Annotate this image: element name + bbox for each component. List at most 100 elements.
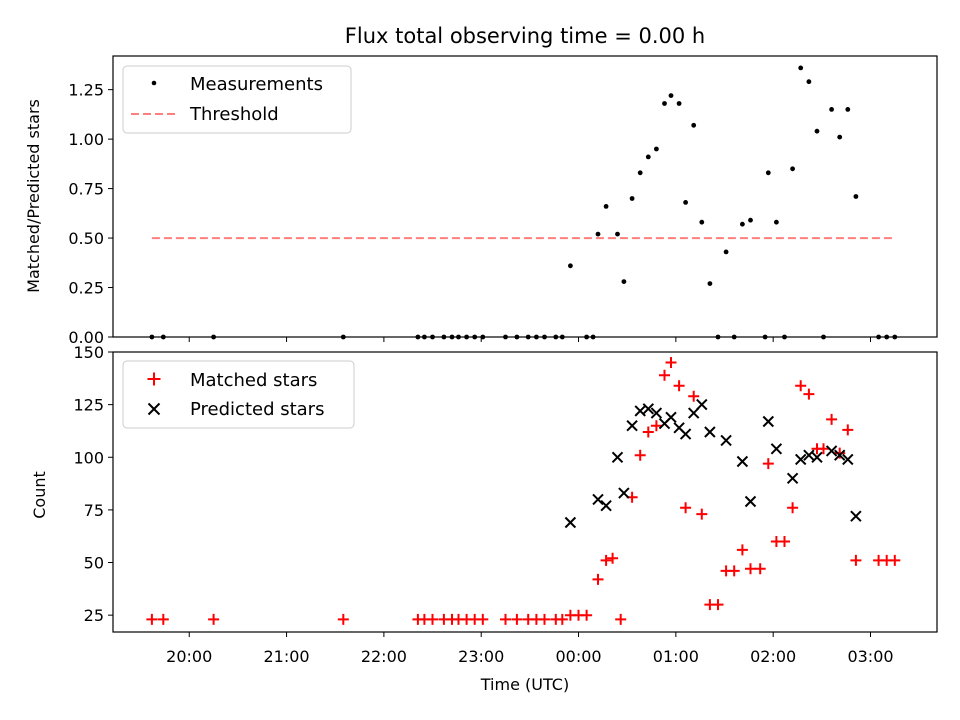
bottom-x-axis-ticks: 20:00 21:00 22:00 23:00 00:00 01:00 02:00 03:00 — [166, 632, 894, 666]
matched-star-point — [680, 502, 692, 514]
measurement-point — [683, 200, 688, 205]
measurement-point — [765, 170, 771, 176]
x-tick-label: 20:00 — [166, 647, 212, 666]
x-tick-label: 21:00 — [264, 647, 310, 666]
measurements-series — [149, 65, 898, 340]
matched-star-point — [427, 613, 438, 625]
predicted-star-point — [611, 451, 624, 464]
bottom-legend: Matched stars Predicted stars — [122, 360, 355, 429]
bottom-y-tick-label: 150 — [73, 343, 104, 362]
predicted-star-point — [825, 445, 838, 457]
measurement-point — [806, 79, 812, 85]
matched-star-point — [826, 413, 838, 425]
predicted-star-point — [842, 453, 854, 466]
top-plot-frame — [112, 55, 938, 338]
predicted-star-point — [626, 419, 638, 432]
matched-star-point — [889, 554, 901, 566]
legend-threshold-label: Threshold — [189, 104, 279, 125]
predicted-star-point — [762, 415, 775, 428]
matched-star-point — [688, 390, 700, 402]
measurement-point — [740, 221, 745, 227]
measurement-point — [629, 196, 635, 201]
x-tick-label: 00:00 — [555, 647, 601, 666]
matched-star-point — [736, 544, 748, 556]
predicted-star-point — [600, 499, 612, 512]
matched-star-point — [842, 424, 854, 436]
matched-star-point — [634, 449, 646, 461]
matched-star-point — [795, 380, 807, 392]
measurement-point — [853, 194, 859, 199]
top-legend-box — [122, 65, 352, 134]
bottom-y-axis-label: Count — [30, 471, 49, 519]
measurement-point — [621, 279, 627, 284]
x-tick-label: 22:00 — [361, 647, 407, 666]
matched-star-point — [337, 613, 349, 625]
measurement-point — [691, 122, 697, 128]
predicted-star-point — [642, 403, 655, 415]
x-tick-label: 03:00 — [847, 647, 893, 666]
matched-star-point — [745, 563, 756, 575]
top-chart-title: Flux total observing time = 0.00 h — [345, 24, 705, 48]
measurement-point — [654, 146, 659, 152]
predicted-star-point — [770, 443, 783, 455]
predicted-star-point — [720, 434, 732, 447]
matched-star-point — [581, 609, 593, 621]
top-y-axis-ticks: 0.00 0.25 0.50 0.75 1.00 1.25 — [68, 81, 113, 347]
measurement-point — [699, 219, 705, 225]
matched-star-point — [511, 613, 523, 625]
top-x-axis-ticks — [188, 337, 871, 342]
x-tick-label: 02:00 — [750, 647, 796, 666]
matched-star-point — [728, 565, 740, 577]
measurement-point — [845, 107, 851, 112]
legend-predicted-label: Predicted stars — [190, 399, 324, 420]
matched-star-point — [607, 552, 619, 564]
measurement-point — [829, 107, 834, 112]
top-y-axis-label: Matched/Predicted stars — [24, 99, 43, 293]
matched-star-point — [665, 357, 677, 368]
top-y-tick-label: 0.75 — [68, 180, 104, 199]
predicted-star-point — [634, 405, 646, 417]
measurement-point — [837, 134, 843, 140]
measurement-point — [723, 249, 729, 255]
predicted-star-point — [679, 428, 692, 440]
top-panel: Flux total observing time = 0.00 h Match… — [24, 24, 938, 347]
legend-matched-label: Matched stars — [190, 370, 317, 391]
measurement-point — [662, 101, 667, 106]
matched-star-point — [539, 613, 550, 625]
bottom-y-tick-label: 75 — [84, 501, 104, 520]
measurement-point — [748, 217, 753, 223]
matched-stars-series — [146, 357, 901, 625]
x-tick-label: 01:00 — [653, 647, 699, 666]
matched-star-point — [696, 508, 708, 520]
x-axis-label: Time (UTC) — [480, 675, 569, 694]
measurements-legend-marker — [151, 80, 157, 86]
measurement-point — [814, 128, 820, 134]
predicted-star-point — [650, 407, 663, 419]
matched-star-point — [754, 563, 766, 575]
predicted-star-point — [736, 455, 749, 468]
matched-star-point — [208, 613, 220, 625]
matched-star-point — [500, 613, 511, 625]
predicted-star-point — [592, 493, 604, 506]
legend-measurements-label: Measurements — [190, 74, 323, 95]
measurement-point — [798, 65, 804, 71]
predicted-star-point — [564, 516, 577, 529]
bottom-plot-frame — [112, 351, 938, 633]
measurement-point — [637, 170, 643, 176]
predicted-star-point — [794, 453, 807, 466]
top-y-tick-label: 0.50 — [68, 229, 104, 248]
matched-star-point — [146, 613, 158, 625]
predicted-star-point — [850, 510, 862, 522]
measurement-point — [595, 231, 601, 237]
top-y-tick-label: 1.00 — [68, 130, 104, 149]
top-y-tick-label: 0.00 — [68, 328, 104, 347]
matched-star-point — [834, 447, 846, 459]
matched-star-point — [779, 536, 790, 547]
matched-star-point — [556, 613, 568, 625]
predicted-legend-marker — [147, 402, 161, 416]
matched-star-point — [615, 613, 627, 625]
matched-star-point — [600, 554, 612, 566]
measurement-point — [668, 93, 674, 98]
matched-star-point — [659, 369, 670, 381]
